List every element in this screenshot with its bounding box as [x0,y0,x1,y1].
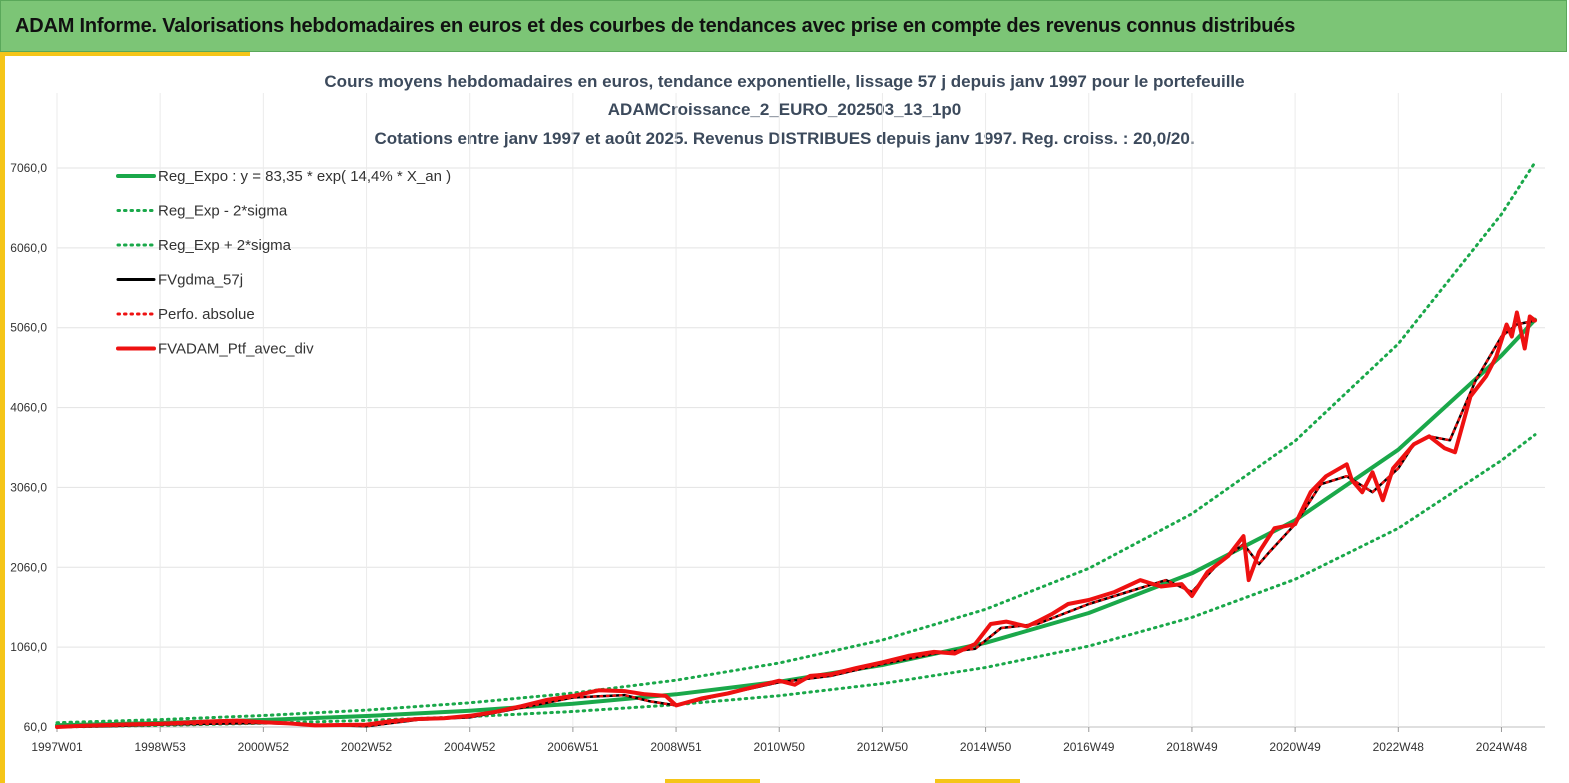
x-tick-label: 2008W51 [650,740,702,754]
chart-title-line-2: ADAMCroissance_2_EURO_202503_13_1p0 [607,100,962,119]
bottom-accent-bar [935,779,1020,783]
header-banner: ADAM Informe. Valorisations hebdomadaire… [0,0,1567,52]
bottom-accent-bar [665,779,760,783]
y-tick-label: 3060,0 [10,480,47,494]
series-lines [55,160,1537,729]
x-tick-label: 2000W52 [238,740,290,754]
y-tick-label: 2060,0 [10,560,47,574]
chart-title-line-1: Cours moyens hebdomadaires en euros, ten… [324,72,1245,91]
legend: Reg_Expo : y = 83,35 * exp( 14,4% * X_an… [116,168,451,358]
legend-entry: Reg_Exp - 2*sigma [158,203,288,220]
x-tick-label: 2020W49 [1269,740,1321,754]
y-tick-label: 60,0 [24,720,48,734]
x-tick-label: 2016W49 [1063,740,1115,754]
y-tick-label: 7060,0 [10,161,47,175]
series-line-fvadam-ptf-avec-div [55,310,1537,729]
legend-entry: FVgdma_57j [158,272,243,289]
y-tick-label: 6060,0 [10,241,47,255]
x-tick-label: 2022W48 [1373,740,1425,754]
x-axis: 1997W01 1998W53 2000W52 2002W52 2004W52 2006W… [31,727,1527,754]
left-accent-bar [0,52,5,783]
x-tick-label: 2004W52 [444,740,496,754]
legend-entry: Reg_Expo : y = 83,35 * exp( 14,4% * X_an… [158,168,451,185]
x-tick-label: 1997W01 [31,740,83,754]
chart-title-line-3: Cotations entre janv 1997 et août 2025. … [374,129,1195,148]
series-line-reg-exp [55,433,1537,729]
x-tick-label: 2002W52 [341,740,393,754]
grid-lines [56,93,1545,728]
x-tick-label: 2006W51 [547,740,599,754]
x-tick-label: 2012W50 [857,740,909,754]
y-tick-label: 1060,0 [10,640,47,654]
series-line-perfo- [55,319,1537,729]
series-line-fvgdma-57j [55,319,1537,729]
series-line-reg-expo [55,317,1537,728]
x-tick-label: 2024W48 [1476,740,1528,754]
x-tick-label: 2010W50 [754,740,806,754]
legend-entry: Perfo. absolue [158,306,255,323]
x-tick-label: 2014W50 [960,740,1012,754]
y-axis: 60,0 1060,0 2060,0 3060,0 4060,0 5060,0 6060,0… [10,161,47,734]
x-tick-label: 1998W53 [134,740,186,754]
legend-entry: FVADAM_Ptf_avec_div [158,341,314,358]
y-tick-label: 5060,0 [10,321,47,335]
page-title: ADAM Informe. Valorisations hebdomadaire… [15,15,1296,37]
top-accent-bar [0,52,250,56]
legend-entry: Reg_Exp + 2*sigma [158,237,292,254]
y-tick-label: 4060,0 [10,401,47,415]
x-tick-label: 2018W49 [1166,740,1218,754]
series-line-reg-exp [55,160,1537,725]
